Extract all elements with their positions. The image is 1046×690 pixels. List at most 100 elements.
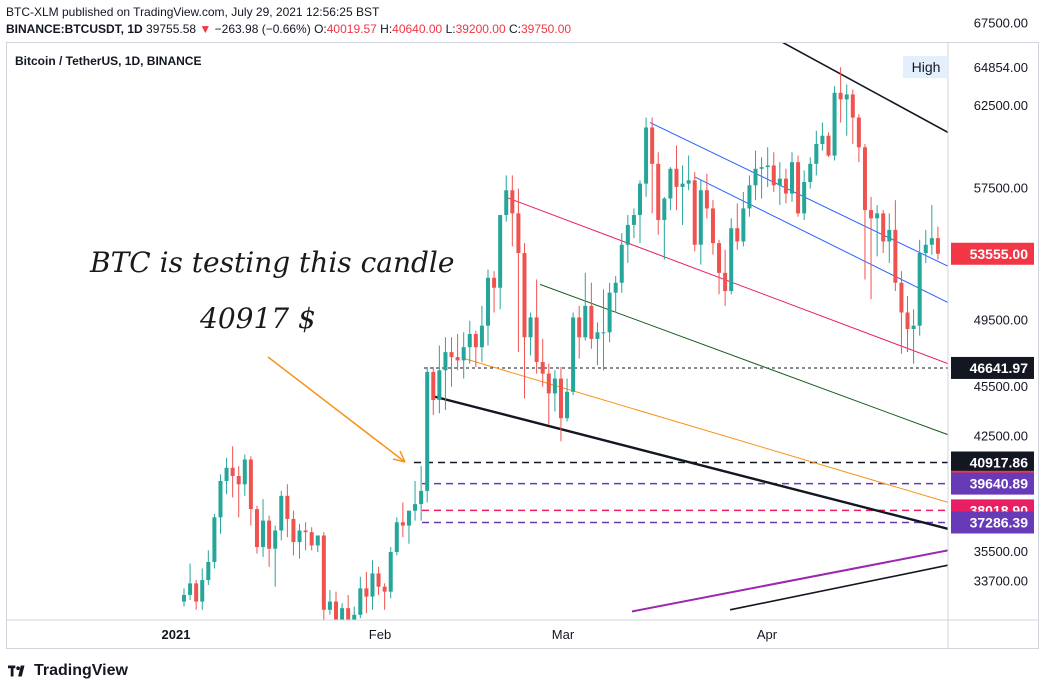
candle	[625, 215, 630, 263]
candle-body	[680, 183, 685, 187]
candle	[911, 309, 916, 364]
candle-body	[826, 135, 831, 156]
candle-body	[820, 135, 825, 144]
candle-body	[844, 94, 849, 100]
price-badge	[951, 511, 1034, 534]
price-badge	[951, 451, 1034, 474]
candle	[455, 333, 460, 371]
candle-body	[747, 185, 752, 209]
candle-body	[893, 229, 898, 283]
candle	[261, 499, 266, 557]
candle	[218, 474, 223, 534]
candle	[704, 173, 709, 219]
candle-body	[759, 167, 764, 169]
candle-body	[200, 580, 205, 602]
channel-line-lower	[694, 176, 948, 304]
candle-body	[291, 518, 296, 543]
candle-body	[230, 467, 235, 477]
candle-body	[753, 168, 758, 186]
x-tick-label: Apr	[757, 627, 778, 642]
ohlc-bar: BINANCE:BTCUSDT, 1D 39755.58 ▼ −263.98 (…	[6, 22, 571, 36]
candle-body	[577, 317, 582, 338]
candle	[315, 535, 320, 552]
candle	[565, 378, 570, 422]
candle	[893, 200, 898, 292]
candle	[279, 490, 284, 541]
candle-body	[546, 373, 551, 394]
close-label: C:	[508, 22, 521, 36]
candle-body	[935, 238, 940, 254]
candle	[291, 510, 296, 556]
candle	[425, 366, 430, 503]
candle	[790, 152, 794, 202]
tradingview-brand: TradingView	[34, 662, 128, 679]
tradingview-footer[interactable]: TradingView	[8, 662, 128, 680]
candle	[394, 517, 399, 556]
candle	[662, 196, 667, 260]
candle-body	[194, 583, 199, 602]
upper-trendline	[781, 43, 948, 134]
candle-body	[346, 608, 351, 620]
candle-body	[504, 190, 509, 216]
candle-body	[370, 573, 375, 597]
candle-body	[862, 147, 867, 211]
candle-body	[905, 312, 910, 329]
candle	[206, 550, 211, 586]
candle	[327, 589, 332, 615]
candle-body	[321, 535, 326, 610]
candle	[644, 117, 649, 197]
candle	[717, 239, 722, 295]
candle-body	[869, 210, 874, 219]
low-label: L:	[445, 22, 456, 36]
candle-body	[406, 510, 411, 526]
candle	[340, 603, 345, 620]
candle-body	[638, 183, 642, 216]
candle	[814, 130, 819, 176]
candle	[613, 276, 618, 313]
candle-body	[723, 272, 728, 292]
candle-body	[777, 178, 782, 186]
open-value: 40019.57	[326, 22, 377, 36]
candle	[771, 152, 776, 192]
candle	[437, 345, 442, 414]
candle	[723, 249, 728, 306]
candle	[461, 332, 466, 379]
y-tick-label: 45500.00	[974, 379, 1028, 394]
lower-support-line	[729, 564, 948, 611]
candle	[796, 155, 801, 217]
candle-body	[352, 614, 357, 620]
candle-body	[297, 530, 302, 543]
candle-body	[923, 244, 928, 254]
candle	[753, 150, 758, 201]
candle	[224, 457, 229, 495]
green-trendline	[539, 283, 948, 436]
candle-body	[741, 208, 746, 242]
open-label: O:	[314, 22, 327, 36]
candle-body	[248, 459, 253, 510]
candle-body	[765, 165, 770, 168]
candle-body	[850, 94, 855, 118]
candle	[309, 527, 314, 551]
candle-body	[449, 352, 454, 358]
candle-body	[261, 520, 266, 548]
candle-body	[303, 530, 308, 533]
candle-body	[595, 332, 600, 339]
candle-body	[686, 180, 691, 184]
bold-trendline	[434, 395, 948, 531]
candle-body	[771, 165, 776, 186]
candle	[650, 117, 655, 214]
candle-body	[790, 162, 794, 194]
candle-body	[364, 588, 369, 597]
candle-body	[729, 228, 734, 292]
candle	[808, 157, 813, 189]
annotation-text-1: BTC is testing this candle	[89, 246, 454, 279]
candle-body	[881, 213, 886, 242]
price-badge-label: 39640.89	[970, 476, 1029, 492]
candle	[297, 523, 302, 559]
candle-body	[461, 347, 466, 361]
candle-body	[358, 588, 363, 615]
candle-body	[607, 292, 612, 333]
candle-body	[431, 371, 436, 401]
candle	[595, 322, 600, 366]
